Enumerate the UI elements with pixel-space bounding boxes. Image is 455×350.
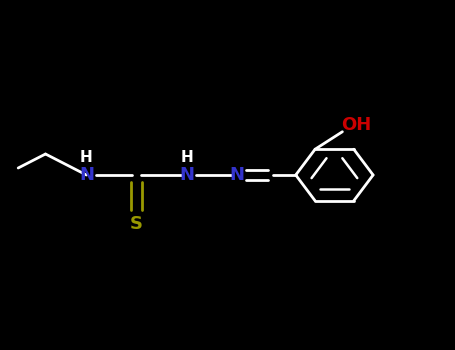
Text: N: N [79,166,94,184]
Text: H: H [80,150,93,165]
Text: N: N [229,166,244,184]
Text: H: H [180,150,193,165]
Text: N: N [179,166,194,184]
Text: S: S [130,215,143,233]
Text: OH: OH [341,116,371,134]
